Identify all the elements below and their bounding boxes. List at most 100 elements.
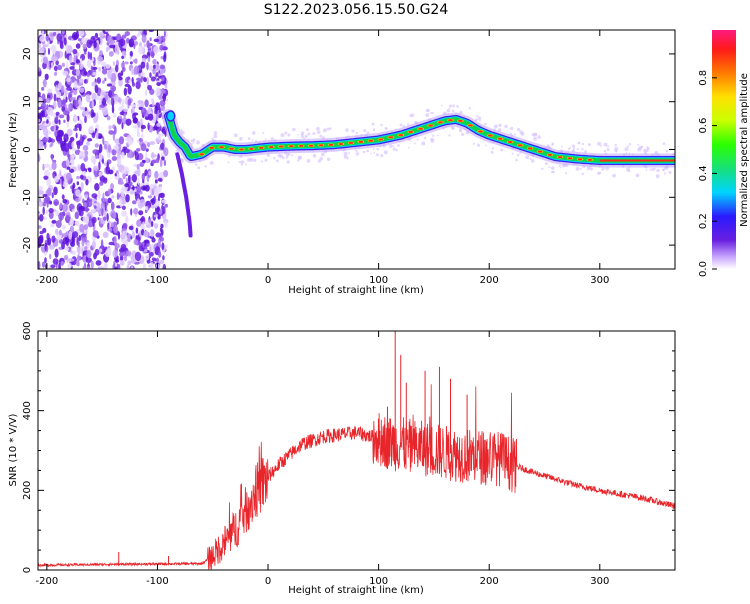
spectrum-faint-speck: [351, 129, 355, 133]
spectrum-faint-speck: [197, 166, 201, 170]
spectrum-faint-speck: [343, 154, 348, 159]
ridge-core-red: [477, 130, 483, 133]
spectrum-noise-speck: [94, 183, 100, 191]
spectrum-faint-speck: [355, 131, 359, 135]
spectrum-noise-speck: [156, 122, 162, 128]
spectrum-noise-speck: [102, 192, 105, 202]
spectrum-x-tick-label: 300: [590, 275, 609, 286]
spectrum-x-tick-label: 100: [369, 275, 388, 286]
spectrum-noise-speck: [66, 44, 73, 54]
spectrum-noise-speck: [70, 62, 75, 66]
spectrum-noise-speck: [158, 251, 162, 258]
spectrum-faint-speck: [668, 170, 672, 174]
snr-plot-frame: [37, 330, 676, 571]
spectrum-y-tick-label: 0: [22, 146, 33, 152]
spectrum-noise-speck: [76, 246, 83, 255]
spectrum-noise-speck: [41, 86, 45, 91]
spectrum-noise-speck: [74, 221, 77, 226]
spectrum-faint-speck: [366, 131, 370, 135]
spectrum-noise-speck: [134, 151, 139, 161]
ridge-core-red: [308, 144, 314, 147]
spectrum-noise-speck: [161, 242, 165, 250]
spectrum-noise-speck: [131, 200, 137, 205]
spectrum-faint-speck: [371, 122, 375, 126]
spectrum-faint-speck: [240, 160, 245, 165]
spectrum-noise-speck: [136, 132, 141, 138]
spectrum-noise-speck: [70, 249, 73, 254]
spectrum-noise-speck: [155, 263, 161, 268]
spectrum-faint-speck: [581, 148, 584, 151]
spectrum-noise-speck: [116, 192, 120, 200]
snr-y-tick-label: 200: [22, 481, 33, 500]
spectrum-x-tick-label: -100: [146, 275, 169, 286]
spectrum-faint-speck: [425, 113, 430, 117]
spectrum-noise-speck: [123, 113, 126, 118]
spectrum-noise-speck: [119, 260, 125, 266]
spectrum-noise-speck: [127, 139, 134, 146]
spectrum-noise-speck: [119, 252, 125, 257]
spectrum-noise-speck: [74, 211, 80, 220]
spectrum-noise-speck: [98, 66, 101, 72]
snr-x-tick-label: -200: [35, 576, 58, 587]
spectrum-noise-speck: [103, 263, 107, 269]
spectrum-noise-speck: [113, 94, 120, 102]
spectrum-faint-speck: [597, 141, 602, 146]
spectrum-noise-speck: [155, 102, 161, 111]
spectrum-noise-speck: [67, 262, 72, 269]
spectrum-noise-speck: [144, 109, 147, 114]
snr-series: [38, 331, 675, 570]
spectrum-faint-speck: [239, 139, 242, 142]
spectrum-noise-speck: [112, 81, 116, 86]
spectrum-faint-speck: [484, 122, 487, 126]
spectrum-faint-speck: [322, 128, 327, 133]
spectrum-noise-speck: [39, 35, 46, 43]
spectrum-noise-speck: [60, 260, 65, 266]
spectrum-noise-speck: [101, 61, 107, 67]
spectrum-noise-speck: [57, 99, 62, 109]
spectrum-faint-speck: [626, 145, 629, 148]
spectrum-noise-speck: [62, 224, 67, 230]
spectrum-noise-speck: [101, 66, 105, 70]
spectrum-faint-speck: [662, 168, 665, 172]
spectrum-noise-speck: [148, 251, 154, 257]
spectrum-noise-speck: [124, 183, 130, 188]
spectrum-noise-speck: [157, 177, 163, 182]
spectrum-faint-speck: [272, 156, 276, 160]
spectrum-noise-speck: [121, 200, 125, 205]
spectrum-noise-speck: [42, 78, 47, 88]
spectrum-faint-speck: [253, 158, 257, 162]
spectrum-faint-speck: [304, 134, 308, 138]
snr-x-tick-label: 300: [590, 576, 609, 587]
spectrum-noise-speck: [39, 213, 44, 222]
spectrum-noise-speck: [42, 127, 49, 136]
snr-x-tick-label: 0: [265, 576, 271, 587]
spectrum-noise-speck: [141, 159, 146, 164]
spectrum-noise-speck: [155, 232, 162, 238]
spectrum-noise-speck: [42, 261, 45, 268]
spectrum-noise-speck: [57, 64, 63, 71]
spectrum-noise-speck: [67, 258, 75, 262]
spectrum-faint-speck: [204, 165, 207, 168]
spectrum-faint-speck: [587, 143, 591, 147]
spectrum-faint-speck: [637, 147, 642, 152]
spectrum-noise-speck: [40, 102, 47, 110]
spectrum-noise-speck: [146, 76, 150, 86]
spectrum-noise-speck: [51, 219, 57, 224]
spectrum-faint-speck: [451, 109, 455, 113]
spectrum-noise-speck: [150, 261, 154, 269]
spectrum-noise-speck: [66, 86, 72, 91]
spectrum-noise-speck: [98, 98, 102, 106]
spectrum-noise-speck: [79, 64, 84, 70]
spectrum-noise-speck: [158, 131, 161, 139]
spectrum-noise-speck: [164, 220, 168, 228]
spectrum-faint-speck: [431, 111, 434, 114]
spectrum-faint-speck: [626, 167, 630, 172]
spectrum-faint-speck: [389, 144, 393, 148]
spectrum-noise-speck: [38, 97, 43, 105]
spectrum-noise-speck: [62, 98, 66, 108]
spectrum-y-tick-label: -10: [22, 189, 33, 205]
spectrum-faint-speck: [190, 139, 194, 143]
spectrum-noise-speck: [69, 136, 75, 142]
spectrum-noise-speck: [161, 156, 165, 161]
spectrum-faint-speck: [478, 119, 481, 122]
